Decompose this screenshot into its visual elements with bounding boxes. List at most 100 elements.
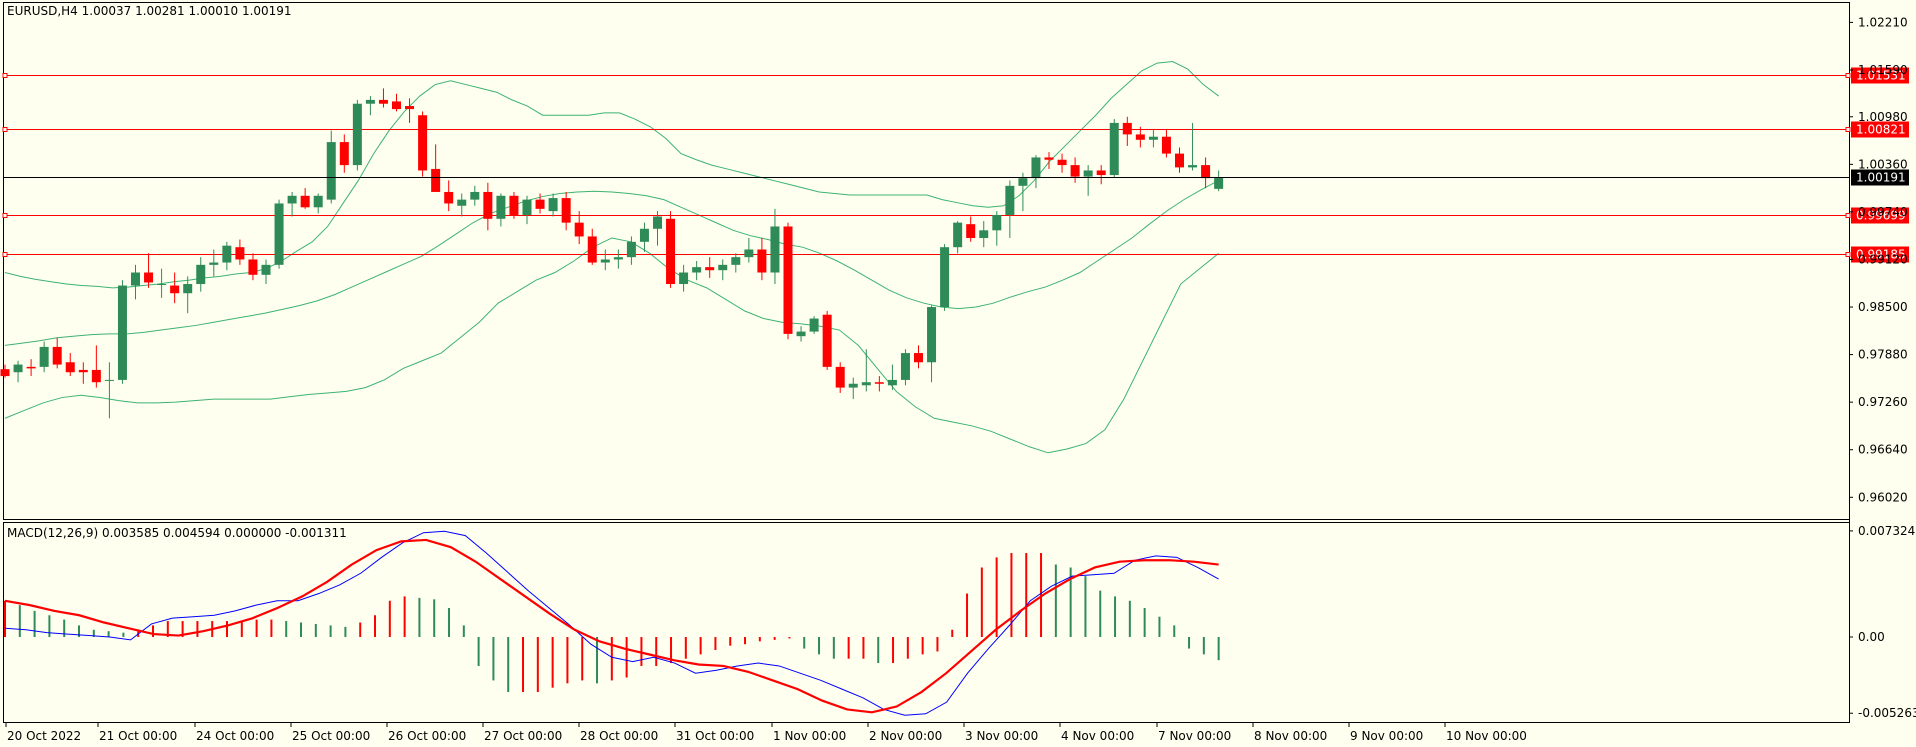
candle-body [405,106,415,110]
time-tick-label: 8 Nov 00:00 [1254,729,1327,743]
candle-body [26,366,36,369]
candle [287,191,297,217]
candle-body [535,199,545,209]
horizontal-levels[interactable]: 1.01531 1.00821 0.99699 0.99185 [2,67,1909,263]
candle-body [378,99,388,104]
candle [261,259,271,285]
candle [548,193,558,217]
time-tick-label: 25 Oct 00:00 [292,729,370,743]
level-price-tag [1851,121,1909,138]
candle-body [626,241,636,258]
candle-body [209,262,219,265]
candle [1044,152,1054,169]
candle [783,222,793,340]
candle [1031,155,1041,189]
candle [692,261,702,281]
candle [52,337,62,369]
time-tick-label: 10 Nov 00:00 [1446,729,1527,743]
candle-body [992,214,1002,231]
candle [1201,157,1211,189]
level-price-label: 0.99185 [1856,248,1906,262]
candle-body [483,191,493,219]
candle [431,144,441,192]
level-anchor-left [2,73,8,78]
candle [757,237,767,281]
candle [1135,126,1145,148]
candle [326,130,336,204]
candle-body [692,267,702,273]
candle [953,221,963,254]
candle-body [392,101,401,110]
candle-body [1018,178,1028,186]
candlestick-series [0,88,1224,419]
candle-body [235,247,245,260]
time-tick-label: 27 Oct 00:00 [484,729,562,743]
level-price-tag [1851,207,1909,224]
candle-body [848,383,858,388]
candle [1005,180,1015,238]
candle-body [300,195,310,208]
candle-body [1096,170,1106,176]
candle-body [0,369,10,377]
candle-body [718,264,728,271]
macd-label: MACD(12,26,9) 0.003585 0.004594 0.000000… [7,526,347,540]
candle [392,93,401,112]
candle [509,191,519,219]
candle-body [170,285,180,294]
candle [770,208,780,285]
candle-body [1044,157,1054,160]
candle-body [144,272,154,283]
candle-body [339,142,349,166]
candle [940,244,950,311]
candle [887,364,897,390]
candle [1070,157,1080,183]
candle [679,264,689,292]
macd-axis: 0.007324 0.00 -0.005263 [1849,524,1916,720]
candle-body [927,307,937,363]
candle-body [561,198,571,223]
candle-body [1070,165,1080,177]
bollinger-middle-line [4,180,1219,346]
candle [1122,116,1132,146]
price-tick-label: 0.96640 [1858,443,1908,457]
candle-body [248,259,258,275]
candle-body [496,195,506,219]
candle [144,253,154,288]
level-price-label: 1.01531 [1856,69,1906,83]
candle [418,111,428,177]
candle-body [1201,165,1211,179]
price-tick-label: 0.97880 [1858,348,1908,362]
candle [117,280,127,384]
candle [992,211,1002,246]
time-tick-label: 26 Oct 00:00 [388,729,466,743]
candle-body [431,168,441,192]
time-tick-label: 21 Oct 00:00 [99,729,177,743]
candle [613,249,623,269]
candle [196,257,206,292]
candle-body [574,222,584,237]
level-anchor-right [1845,73,1851,78]
candle [744,237,754,263]
candle [600,249,610,271]
macd-tick-label: 0.007324 [1858,524,1915,538]
candle-body [770,226,780,273]
candle-body [457,199,467,206]
candle [914,345,923,369]
candle-body [522,199,532,215]
candle [131,264,140,300]
candle-body [809,318,819,332]
time-tick-label: 1 Nov 00:00 [773,729,846,743]
candle-body [914,353,923,363]
signal-line [4,538,1219,714]
candle-body [313,195,323,208]
candle-body [65,362,75,373]
candle [104,362,114,419]
candle [183,276,193,314]
candle-body [966,224,976,238]
level-price-label: 0.99699 [1856,209,1906,223]
price-tick-label: 1.00980 [1858,110,1908,124]
candle-body [679,272,689,285]
candle-body [365,99,375,104]
candle-body [874,382,884,384]
